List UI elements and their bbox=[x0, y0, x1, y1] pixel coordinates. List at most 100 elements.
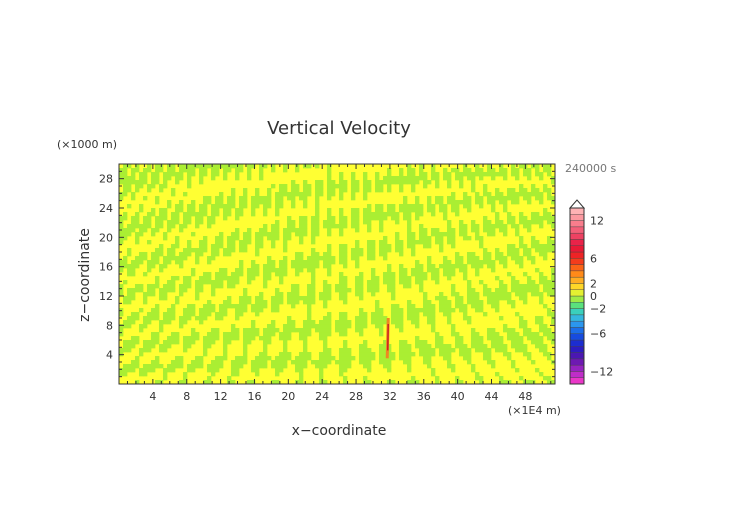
field-cell bbox=[323, 292, 328, 297]
field-cell bbox=[427, 352, 432, 357]
field-cell bbox=[271, 268, 276, 273]
field-cell bbox=[335, 284, 340, 289]
field-cell bbox=[511, 164, 516, 169]
field-cell bbox=[471, 256, 476, 261]
field-cell bbox=[403, 340, 408, 345]
field-cell bbox=[539, 176, 544, 181]
field-cell bbox=[359, 320, 364, 325]
field-cell bbox=[307, 288, 312, 293]
field-cell bbox=[239, 308, 244, 313]
field-cell bbox=[491, 344, 496, 349]
field-cell bbox=[495, 196, 500, 201]
field-cell bbox=[419, 208, 424, 213]
field-cell bbox=[171, 172, 176, 177]
field-cell bbox=[551, 240, 556, 245]
field-cell bbox=[351, 248, 356, 253]
field-cell bbox=[531, 336, 536, 341]
field-cell bbox=[363, 324, 368, 329]
field-cell bbox=[215, 336, 220, 341]
field-cell bbox=[499, 292, 504, 297]
field-cell bbox=[339, 316, 344, 321]
field-cell bbox=[495, 192, 500, 197]
field-cell bbox=[167, 200, 172, 205]
field-cell bbox=[295, 296, 300, 301]
field-cell bbox=[171, 244, 176, 249]
field-cell bbox=[551, 268, 556, 273]
field-cell bbox=[251, 308, 256, 313]
field-cell bbox=[315, 224, 320, 229]
field-cell bbox=[119, 180, 124, 185]
field-cell bbox=[543, 188, 548, 193]
field-cell bbox=[159, 244, 164, 249]
field-cell bbox=[475, 172, 480, 177]
field-cell bbox=[527, 168, 532, 173]
field-cell bbox=[299, 380, 304, 385]
field-cell bbox=[371, 320, 376, 325]
field-cell bbox=[167, 316, 172, 321]
y-tick-label: 24 bbox=[99, 202, 113, 215]
field-cell bbox=[255, 300, 260, 305]
field-cell bbox=[243, 200, 248, 205]
field-cell bbox=[259, 364, 264, 369]
field-cell bbox=[303, 224, 308, 229]
field-cell bbox=[255, 312, 260, 317]
field-cell bbox=[159, 320, 164, 325]
field-cell bbox=[431, 212, 436, 217]
field-cell bbox=[171, 276, 176, 281]
field-cell bbox=[487, 288, 492, 293]
field-cell bbox=[311, 268, 316, 273]
field-cell bbox=[231, 304, 236, 309]
field-cell bbox=[447, 220, 452, 225]
field-cell bbox=[123, 256, 128, 261]
field-cell bbox=[251, 336, 256, 341]
field-cell bbox=[219, 304, 224, 309]
field-cell bbox=[315, 256, 320, 261]
field-cell bbox=[387, 364, 392, 369]
field-cell bbox=[443, 216, 448, 221]
field-cell bbox=[423, 340, 428, 345]
field-cell bbox=[371, 268, 376, 273]
field-cell bbox=[259, 336, 264, 341]
field-cell bbox=[227, 236, 232, 241]
field-cell bbox=[407, 164, 412, 169]
field-cell bbox=[451, 240, 456, 245]
field-cell bbox=[455, 264, 460, 269]
field-cell bbox=[379, 252, 384, 257]
field-cell bbox=[171, 336, 176, 341]
field-cell bbox=[543, 284, 548, 289]
field-cell bbox=[487, 232, 492, 237]
field-cell bbox=[515, 348, 520, 353]
field-cell bbox=[295, 192, 300, 197]
field-cell bbox=[307, 300, 312, 305]
field-cell bbox=[199, 284, 204, 289]
field-cell bbox=[191, 328, 196, 333]
field-cell bbox=[295, 292, 300, 297]
field-cell bbox=[387, 288, 392, 293]
field-cell bbox=[135, 284, 140, 289]
field-cell bbox=[403, 356, 408, 361]
field-cell bbox=[215, 164, 220, 169]
field-cell bbox=[143, 368, 148, 373]
field-cell bbox=[251, 200, 256, 205]
field-cell bbox=[359, 324, 364, 329]
field-cell bbox=[419, 176, 424, 181]
field-cell bbox=[231, 328, 236, 333]
field-cell bbox=[259, 196, 264, 201]
field-cell bbox=[183, 168, 188, 173]
field-cell bbox=[291, 296, 296, 301]
field-cell bbox=[499, 164, 504, 169]
field-cell bbox=[195, 296, 200, 301]
field-cell bbox=[119, 196, 124, 201]
field-cell bbox=[463, 224, 468, 229]
field-cell bbox=[199, 172, 204, 177]
field-cell bbox=[255, 204, 260, 209]
field-cell bbox=[519, 220, 524, 225]
field-cell bbox=[135, 256, 140, 261]
field-cell bbox=[375, 216, 380, 221]
field-cell bbox=[323, 284, 328, 289]
field-cell bbox=[423, 172, 428, 177]
field-cell bbox=[539, 340, 544, 345]
field-cell bbox=[187, 180, 192, 185]
field-cell bbox=[399, 240, 404, 245]
field-cell bbox=[183, 252, 188, 257]
